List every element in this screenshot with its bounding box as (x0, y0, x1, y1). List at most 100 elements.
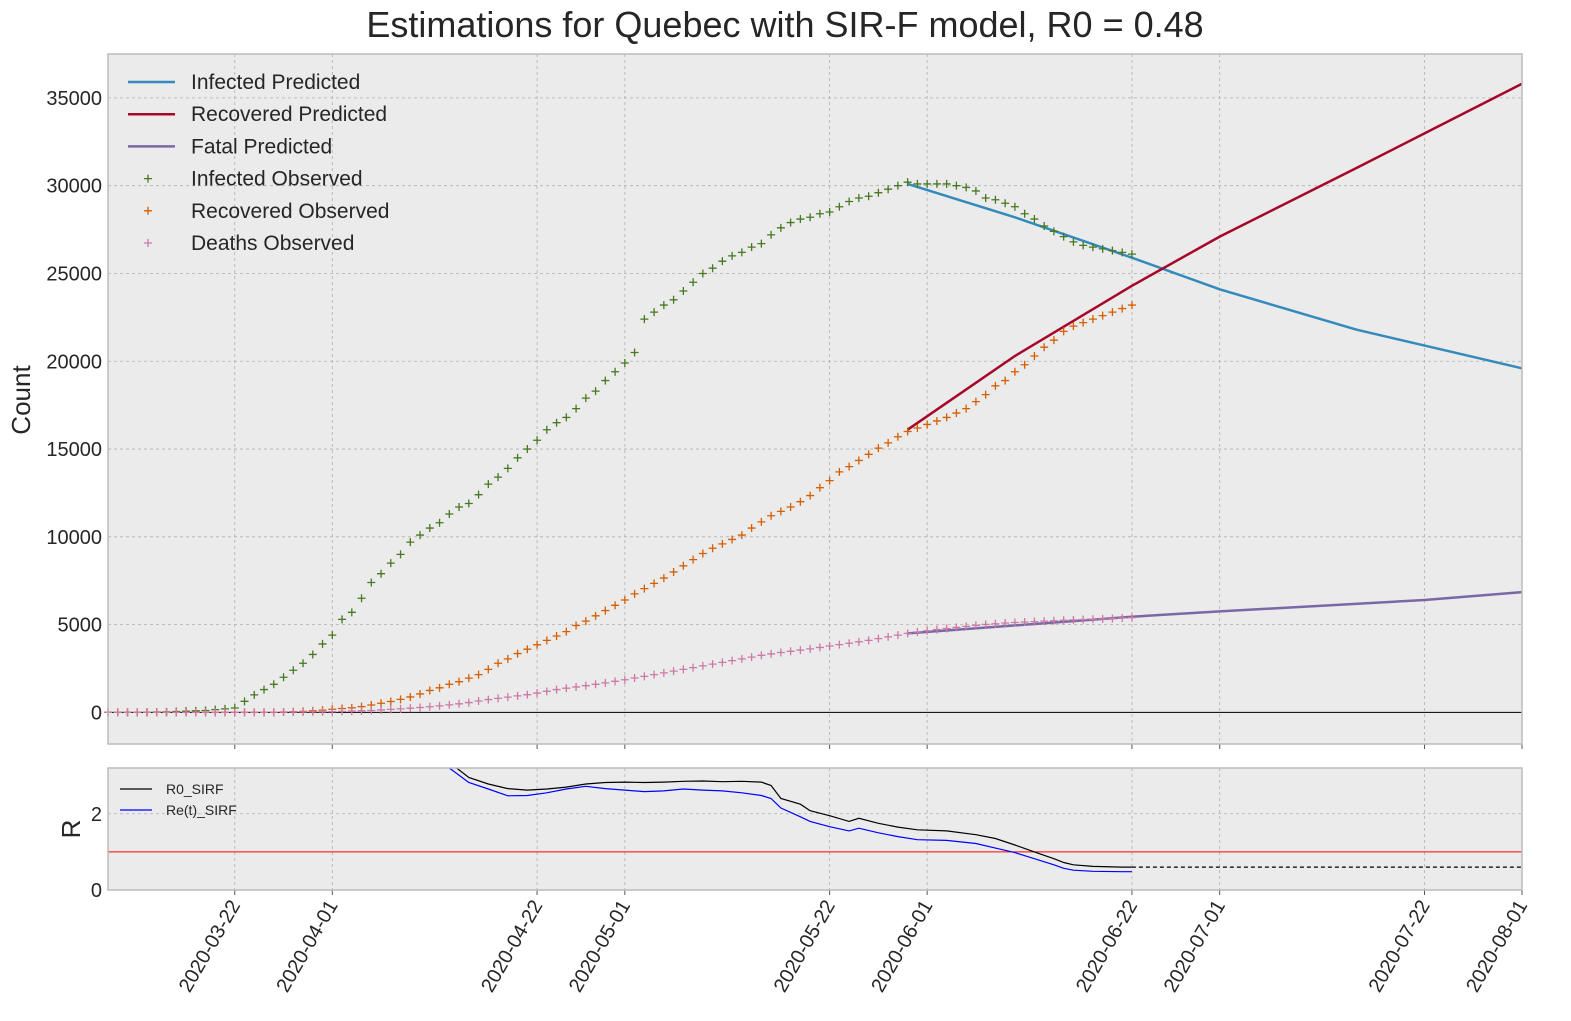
recovered-observed-point (669, 567, 678, 576)
infected-observed-point (260, 685, 269, 694)
infected-observed-point (1030, 215, 1039, 224)
infected-observed-point (494, 473, 503, 482)
recovered-observed-point (991, 381, 1000, 390)
deaths-observed-point (464, 698, 473, 707)
legend-item-label: Infected Observed (191, 168, 363, 191)
deaths-observed-point (542, 687, 551, 696)
infected-observed-point (299, 659, 308, 668)
y-tick-label: 20000 (46, 351, 102, 373)
r0-sirf-line (455, 768, 1132, 868)
y-tick-label: 0 (91, 702, 102, 724)
legend-item-label: Re(t)_SIRF (166, 802, 237, 818)
recovered-observed-point (640, 584, 649, 593)
deaths-observed-point (201, 708, 210, 717)
deaths-observed-point (328, 707, 337, 716)
infected-observed-point (776, 223, 785, 232)
recovered-observed-point (1127, 301, 1136, 310)
infected-observed-point (698, 269, 707, 278)
deaths-observed-point (494, 694, 503, 703)
infected-observed-point (796, 215, 805, 224)
deaths-observed-point (572, 682, 581, 691)
deaths-observed-point (299, 707, 308, 716)
recovered-observed-point (542, 636, 551, 645)
legend-item-label: Recovered Predicted (191, 103, 387, 126)
deaths-observed-point (825, 642, 834, 651)
infected-observed-point (962, 183, 971, 192)
infected-observed-point (942, 179, 951, 188)
recovered-observed-point (620, 596, 629, 605)
deaths-observed-point (845, 639, 854, 648)
infected-observed-point (425, 524, 434, 533)
deaths-observed-point (357, 706, 366, 715)
infected-predicted-line (907, 182, 1523, 370)
deaths-observed-point (221, 708, 230, 717)
recovered-observed-point (679, 561, 688, 570)
infected-observed-point (884, 185, 893, 194)
legend-swatch (144, 174, 152, 183)
deaths-observed-point (884, 632, 893, 641)
recovered-observed-point (1040, 343, 1049, 352)
infected-observed-point (533, 436, 542, 445)
recovered-observed-point (932, 416, 941, 425)
legend-item-label: R0_SIRF (166, 781, 224, 797)
deaths-observed-point (338, 707, 347, 716)
infected-observed-point (728, 251, 737, 260)
recovered-observed-point (747, 524, 756, 533)
infected-observed-point (845, 197, 854, 206)
deaths-observed-point (474, 696, 483, 705)
y-tick-label: 30000 (46, 176, 102, 198)
deaths-observed-point (981, 620, 990, 629)
legend-item-label: Recovered Observed (191, 200, 389, 223)
infected-observed-point (659, 301, 668, 310)
reproduction-plot-area (108, 768, 1522, 890)
recovered-observed-point (942, 413, 951, 422)
infected-observed-point (1088, 243, 1097, 252)
deaths-observed-point (923, 626, 932, 635)
infected-observed-point (513, 453, 522, 462)
recovered-observed-point (1030, 351, 1039, 360)
deaths-observed-point (396, 704, 405, 713)
deaths-observed-point (308, 707, 317, 716)
infected-observed-point (591, 387, 600, 396)
recovered-observed-point (425, 686, 434, 695)
deaths-observed-point (942, 624, 951, 633)
deaths-observed-point (172, 708, 181, 717)
recovered-observed-point (1010, 367, 1019, 376)
infected-observed-point (786, 218, 795, 227)
infected-observed-point (952, 181, 961, 190)
infected-observed-point (1069, 237, 1078, 246)
deaths-observed-point (864, 636, 873, 645)
deaths-observed-point (815, 643, 824, 652)
recovered-observed-point (884, 438, 893, 447)
deaths-observed-point (230, 708, 239, 717)
deaths-observed-point (260, 708, 269, 717)
deaths-observed-point (903, 629, 912, 638)
infected-observed-point (484, 480, 493, 489)
infected-observed-point (650, 308, 659, 317)
deaths-observed-point (962, 622, 971, 631)
deaths-observed-point (1118, 613, 1127, 622)
deaths-observed-point (484, 695, 493, 704)
infected-observed-point (328, 631, 337, 640)
deaths-observed-point (240, 708, 249, 717)
infected-observed-point (542, 425, 551, 434)
infected-observed-point (338, 615, 347, 624)
deaths-observed-point (279, 708, 288, 717)
deaths-observed-point (1069, 615, 1078, 624)
infected-observed-point (620, 359, 629, 368)
recovered-observed-point (952, 409, 961, 418)
recovered-observed-point (825, 476, 834, 485)
deaths-observed-point (143, 708, 152, 717)
recovered-observed-point (971, 397, 980, 406)
recovered-observed-point (581, 617, 590, 626)
deaths-observed-point (601, 678, 610, 687)
fatal-predicted-line (907, 590, 1523, 635)
recovered-observed-point (445, 680, 454, 689)
infected-observed-point (825, 208, 834, 217)
main-frame (107, 53, 1523, 745)
infected-observed-point (854, 193, 863, 202)
deaths-observed-point (123, 708, 132, 717)
deaths-observed-point (1030, 617, 1039, 626)
deaths-observed-point (1079, 615, 1088, 624)
